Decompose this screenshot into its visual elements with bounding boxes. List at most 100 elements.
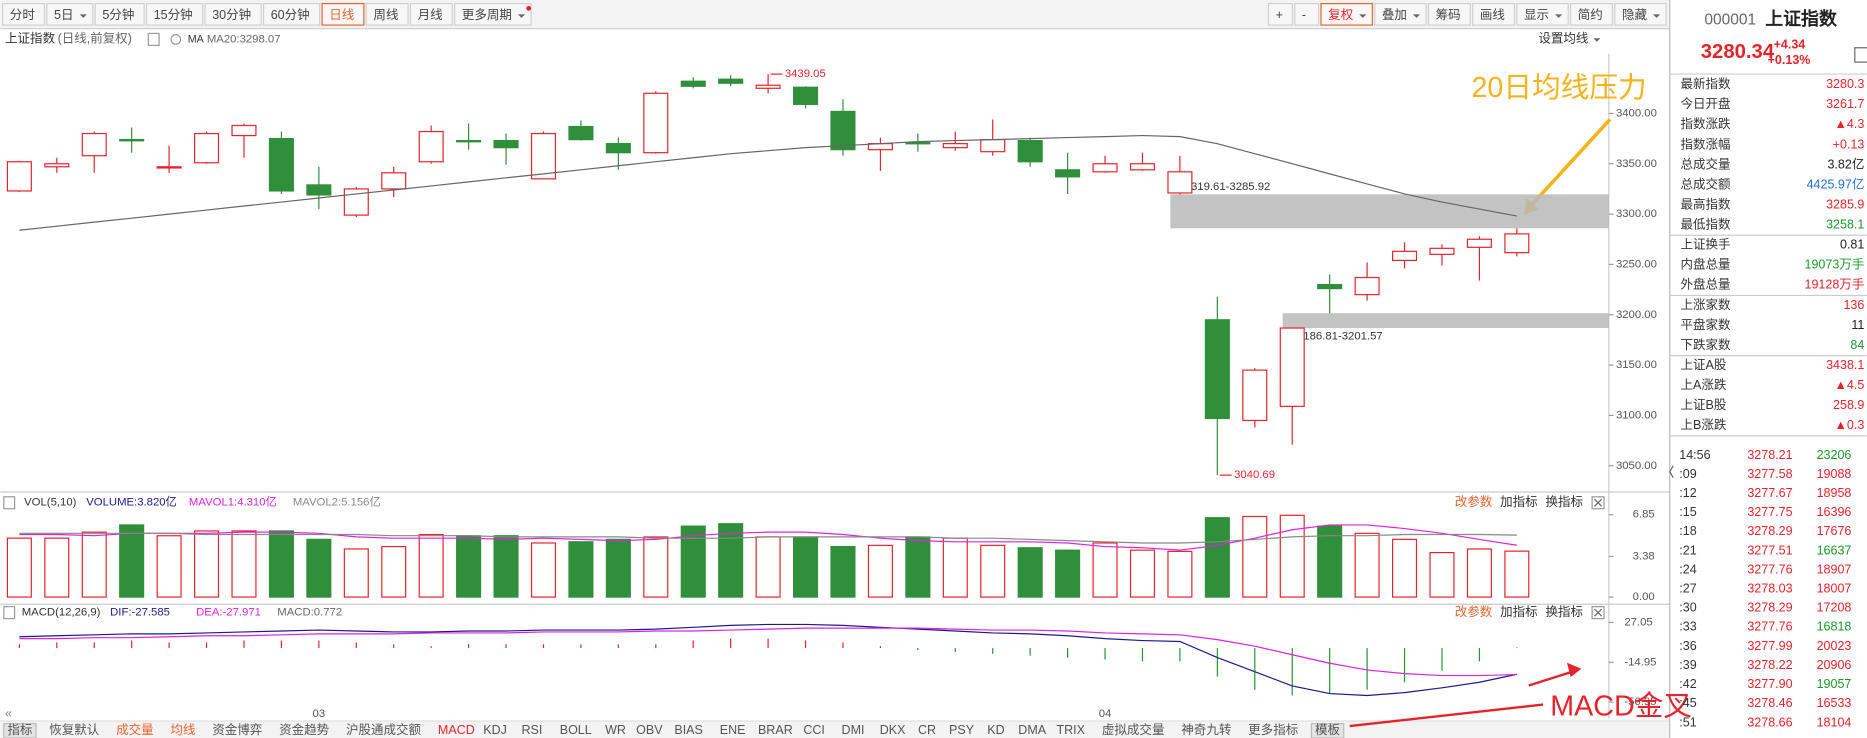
volume-bar: [306, 538, 332, 598]
indicator-tab[interactable]: 资金趋势: [279, 722, 330, 737]
indicator-tab[interactable]: 均线: [170, 723, 196, 737]
volume-bar: [418, 533, 444, 598]
gear-icon[interactable]: [170, 34, 182, 45]
help-icon[interactable]: [147, 32, 160, 46]
tool-label[interactable]: 显示: [1524, 8, 1549, 22]
indicator-tab[interactable]: KD: [987, 723, 1004, 737]
period-button[interactable]: [409, 2, 453, 26]
period-label[interactable]: 日线: [329, 8, 355, 22]
period-label[interactable]: 5日: [54, 8, 73, 22]
stat-value: 3258.1: [1826, 218, 1864, 232]
indicator-tab[interactable]: TRIX: [1056, 723, 1085, 737]
tool-label[interactable]: +: [1276, 8, 1283, 22]
tool-label[interactable]: 叠加: [1382, 8, 1407, 22]
tool-button[interactable]: [1427, 2, 1471, 26]
panel-button[interactable]: 改参数: [1455, 494, 1493, 509]
period-label[interactable]: 分时: [10, 8, 36, 22]
indicator-tab[interactable]: MACD: [438, 723, 475, 737]
tool-label[interactable]: 简约: [1578, 8, 1603, 22]
period-button[interactable]: [94, 2, 145, 26]
indicator-tab[interactable]: CCI: [803, 723, 825, 737]
indicator-tab[interactable]: KDJ: [483, 723, 507, 737]
tool-button[interactable]: [1294, 2, 1320, 26]
period-button[interactable]: [204, 2, 262, 26]
volume-bar: [980, 544, 1006, 598]
tool-label[interactable]: -: [1302, 8, 1306, 22]
indicator-tab[interactable]: BIAS: [674, 723, 703, 737]
period-button[interactable]: [365, 2, 409, 26]
y-tick-label: 6.85: [1633, 509, 1655, 521]
period-label[interactable]: 更多周期: [462, 8, 512, 22]
candle-body: [1055, 169, 1081, 178]
add-button[interactable]: [1854, 47, 1867, 63]
indicator-tab[interactable]: 虚拟成交量: [1102, 722, 1165, 737]
panel-button[interactable]: 换指标: [1546, 605, 1584, 619]
tool-button[interactable]: [1267, 2, 1293, 26]
indicator-tab[interactable]: DMI: [842, 723, 865, 737]
candle-body: [568, 125, 594, 141]
period-label[interactable]: 30分钟: [212, 7, 251, 22]
panel-button[interactable]: 改参数: [1455, 604, 1493, 619]
indicator-tab[interactable]: 资金博弈: [212, 722, 262, 737]
indicator-tab[interactable]: 沪股通成交额: [346, 722, 422, 737]
y-tick-label: 3050.00: [1616, 460, 1657, 472]
indicator-tab[interactable]: BRAR: [758, 723, 793, 737]
indicator-tab[interactable]: CR: [918, 723, 936, 737]
help-icon[interactable]: [3, 496, 16, 510]
tool-button[interactable]: [1614, 2, 1667, 26]
settings-link[interactable]: 设置均线: [1538, 32, 1589, 46]
indicator-tab[interactable]: BOLL: [560, 723, 592, 737]
tool-button[interactable]: [1516, 2, 1569, 26]
tool-label[interactable]: 隐藏: [1622, 8, 1648, 22]
period-button[interactable]: [321, 2, 365, 26]
period-label[interactable]: 15分钟: [154, 7, 193, 22]
panel-button[interactable]: 加指标: [1500, 495, 1538, 509]
indicator-tab[interactable]: PSY: [949, 723, 975, 737]
tool-button[interactable]: [1472, 2, 1516, 26]
tool-button[interactable]: [1569, 2, 1613, 26]
tool-label[interactable]: 复权: [1328, 7, 1354, 22]
period-button[interactable]: [2, 2, 46, 26]
period-label[interactable]: 5分钟: [102, 7, 134, 22]
indicator-tab[interactable]: 成交量: [116, 722, 154, 737]
tool-label[interactable]: 筹码: [1436, 7, 1461, 22]
period-label[interactable]: 周线: [373, 8, 399, 22]
period-label[interactable]: 月线: [418, 8, 444, 22]
indicator-tab[interactable]: OBV: [636, 723, 663, 737]
scroll-arrow[interactable]: «: [5, 706, 12, 720]
tool-button[interactable]: [1374, 2, 1427, 26]
indicator-tab[interactable]: RSI: [522, 723, 543, 737]
indicator-tab[interactable]: DKX: [880, 723, 906, 737]
candle-body: [1392, 250, 1418, 261]
volume-bar: [119, 524, 145, 598]
period-label[interactable]: 60分钟: [271, 7, 310, 22]
tick-price: 3278.29: [1747, 601, 1792, 615]
tool-label[interactable]: 画线: [1480, 8, 1506, 22]
indicator-tab[interactable]: 神奇九转: [1181, 723, 1231, 737]
period-button[interactable]: [46, 2, 94, 26]
panel-button[interactable]: 加指标: [1500, 605, 1538, 619]
indicator-tab[interactable]: WR: [605, 723, 626, 737]
indicator-tab[interactable]: DMA: [1018, 723, 1046, 737]
period-button[interactable]: [262, 2, 321, 26]
candle-body: [119, 139, 145, 142]
indicator-tab[interactable]: 模板: [1315, 723, 1341, 737]
period-button[interactable]: [145, 2, 204, 26]
candle-body: [493, 140, 519, 149]
indicator-tab[interactable]: 恢复默认: [49, 722, 100, 737]
collapse-icon[interactable]: [1669, 465, 1674, 478]
tool-button[interactable]: [1320, 2, 1373, 26]
panel-button[interactable]: 换指标: [1546, 495, 1584, 509]
stat-label: 下跌家数: [1680, 337, 1731, 352]
close-icon: [1594, 498, 1603, 507]
tick-price: 3277.90: [1747, 677, 1792, 691]
tick-time: :18: [1679, 524, 1696, 538]
period-button[interactable]: [454, 2, 532, 26]
help-icon[interactable]: [3, 606, 16, 620]
indicator-tab[interactable]: 更多指标: [1248, 723, 1298, 737]
volume-bar: [1092, 542, 1118, 598]
indicator-tab[interactable]: 指标: [7, 723, 32, 737]
tick-time: :45: [1679, 696, 1696, 710]
indicator-tab[interactable]: ENE: [720, 723, 746, 737]
candle-body: [1092, 163, 1118, 173]
